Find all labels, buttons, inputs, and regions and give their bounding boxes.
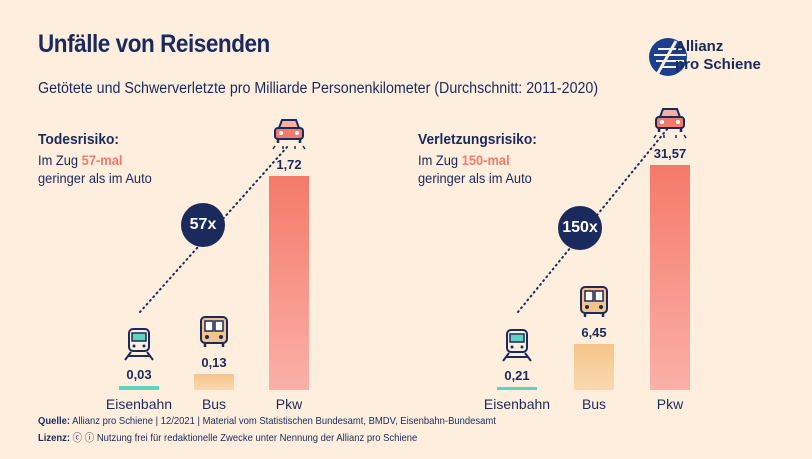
source-text: Allianz pro Schiene | 12/2021 | Material… (72, 415, 496, 427)
category-label: Eisenbahn (105, 396, 173, 412)
left-highlight: 57-mal (81, 152, 123, 168)
value-label: 31,57 (653, 146, 687, 161)
bus-icon (200, 315, 228, 347)
right-line1: Im Zug 150-mal (418, 151, 510, 169)
right-prefix: Im Zug (418, 152, 462, 168)
bar-pkw (650, 165, 690, 390)
right-line2: geringer als im Auto (418, 170, 532, 186)
logo-line1: Allianz (675, 38, 724, 55)
category-label: Pkw (275, 396, 303, 412)
value-label: 0,21 (504, 368, 530, 383)
value-label: 1,72 (276, 157, 302, 172)
license-text: Nutzung frei für redaktionelle Zwecke un… (96, 432, 418, 444)
value-label: 6,45 (581, 325, 607, 341)
car-icon (653, 108, 687, 139)
logo-text: Allianz pro Schiene (675, 38, 761, 74)
source-line: Quelle: Allianz pro Schiene | 12/2021 | … (38, 415, 496, 427)
subtitle: Getötete und Schwerverletzte pro Milliar… (38, 80, 599, 97)
value-label: 0,03 (126, 367, 152, 383)
bar-eisenbahn (497, 387, 537, 390)
bus-icon (580, 286, 608, 318)
right-highlight: 150-mal (461, 152, 510, 168)
bar-bus (574, 344, 614, 390)
bar-eisenbahn (119, 386, 159, 390)
cc-icon: ⓒ ⓘ (72, 432, 95, 444)
right-connector (517, 127, 669, 313)
license-line: Lizenz: ⓒ ⓘ Nutzung frei für redaktionel… (38, 430, 417, 445)
train-icon (502, 329, 532, 362)
right-heading: Verletzungsrisiko: (418, 131, 537, 148)
left-heading: Todesrisiko: (38, 131, 120, 148)
left-ratio-bubble: 57x (181, 203, 225, 247)
logo-line2: pro Schiene (675, 56, 761, 73)
license-label: Lizenz: (38, 432, 71, 444)
source-label: Quelle: (38, 415, 71, 427)
train-icon (124, 328, 154, 361)
left-prefix: Im Zug (38, 152, 82, 168)
left-line1: Im Zug 57-mal (38, 151, 122, 169)
category-label: Bus (581, 396, 607, 412)
value-label: 0,13 (201, 354, 227, 370)
left-line2: geringer als im Auto (38, 170, 152, 186)
allianz-logo-icon (649, 38, 687, 76)
category-label: Bus (201, 396, 227, 412)
right-ratio-bubble: 150x (558, 206, 602, 250)
category-label: Pkw (656, 396, 684, 412)
bar-bus (194, 373, 234, 390)
category-label: Eisenbahn (483, 396, 551, 412)
page-title: Unfälle von Reisenden (38, 30, 270, 58)
bar-pkw (269, 176, 309, 390)
car-icon (272, 119, 306, 150)
